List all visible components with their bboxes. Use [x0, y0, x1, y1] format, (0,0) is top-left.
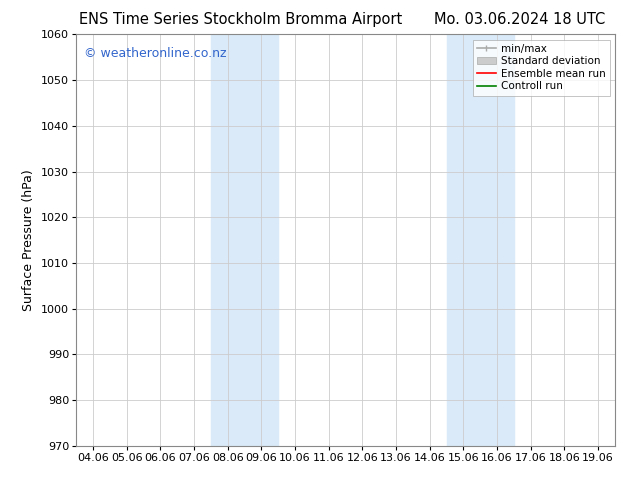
Bar	[446, 34, 514, 446]
Y-axis label: Surface Pressure (hPa): Surface Pressure (hPa)	[22, 169, 36, 311]
Legend: min/max, Standard deviation, Ensemble mean run, Controll run: min/max, Standard deviation, Ensemble me…	[473, 40, 610, 96]
Text: ENS Time Series Stockholm Bromma Airport: ENS Time Series Stockholm Bromma Airport	[79, 12, 403, 27]
Text: © weatheronline.co.nz: © weatheronline.co.nz	[84, 47, 227, 60]
Text: Mo. 03.06.2024 18 UTC: Mo. 03.06.2024 18 UTC	[434, 12, 605, 27]
Bar	[210, 34, 278, 446]
